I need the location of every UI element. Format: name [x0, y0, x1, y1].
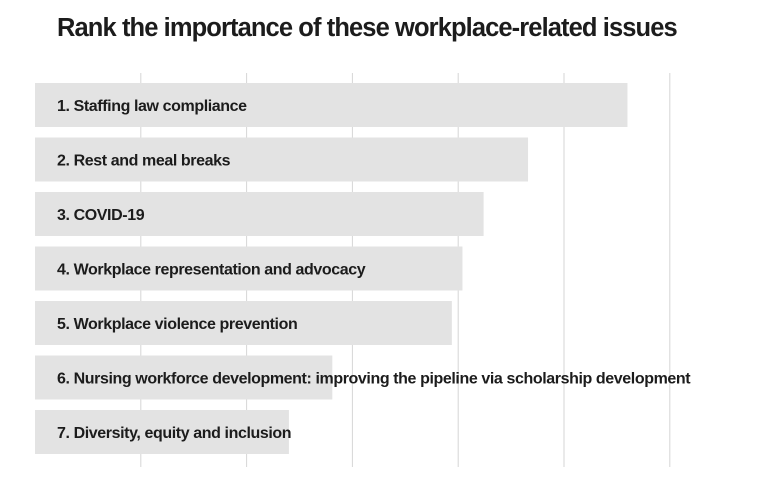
bar-4 — [35, 246, 463, 291]
chart-title: Rank the importance of these workplace-r… — [57, 14, 678, 42]
bar-label-2: 2. Rest and meal breaks — [57, 153, 231, 170]
bar-2 — [35, 137, 529, 182]
bar-label-4: 4. Workplace representation and advocacy — [57, 262, 366, 279]
bar-7 — [35, 410, 289, 454]
bar-3 — [35, 192, 484, 236]
bar-label-3: 3. COVID-19 — [57, 207, 145, 224]
bar-1 — [35, 83, 628, 127]
bar-6 — [35, 355, 333, 400]
bar-label-6: 6. Nursing workforce development: improv… — [57, 371, 691, 388]
bar-label-5: 5. Workplace violence prevention — [57, 316, 297, 333]
bar-5 — [35, 301, 452, 345]
bar-label-7: 7. Diversity, equity and inclusion — [57, 425, 291, 442]
bar-label-1: 1. Staffing law compliance — [57, 98, 247, 115]
